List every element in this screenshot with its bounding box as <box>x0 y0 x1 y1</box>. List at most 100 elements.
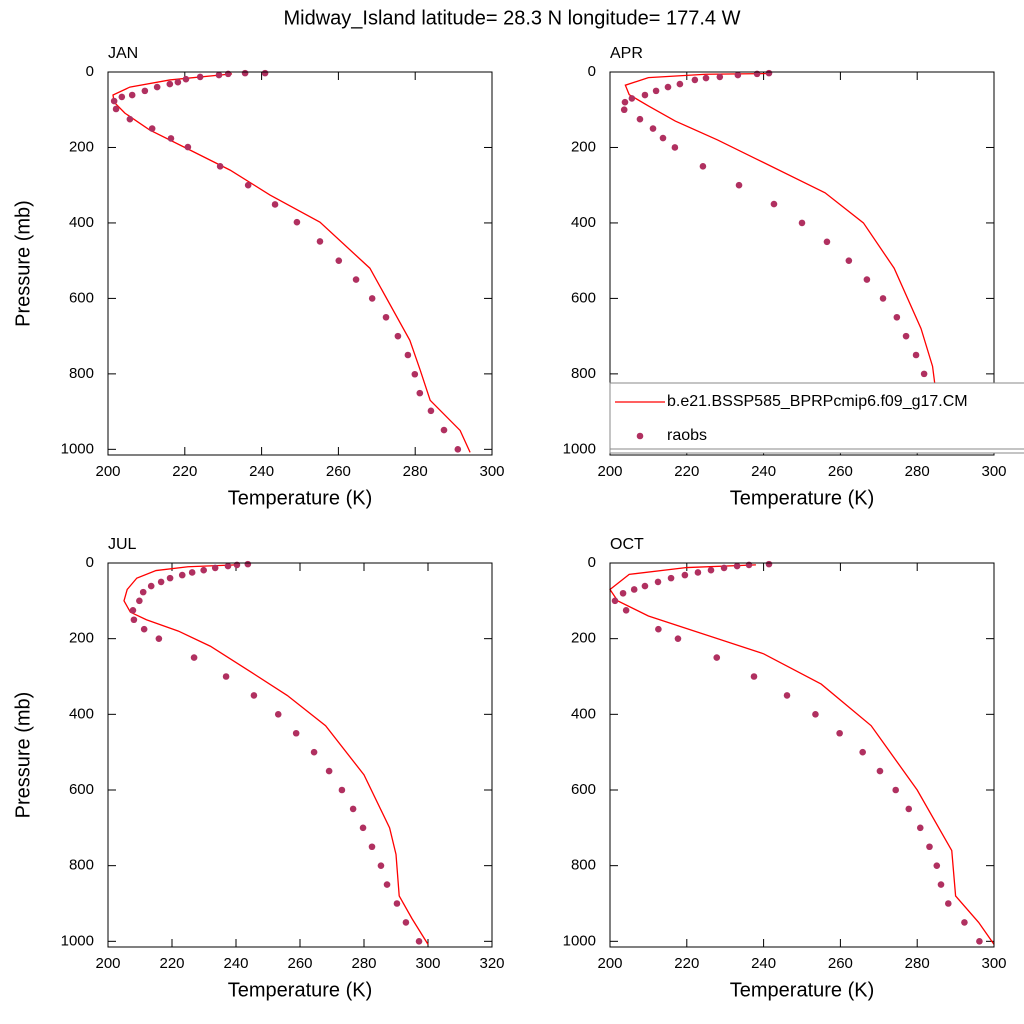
obs-point <box>129 606 137 614</box>
obs-point <box>130 616 138 624</box>
y-tick-label: 600 <box>571 289 596 306</box>
obs-point <box>765 69 773 77</box>
obs-point <box>798 219 806 227</box>
obs-point <box>681 571 689 579</box>
x-tick-label: 220 <box>674 463 699 480</box>
obs-point <box>621 98 629 106</box>
plot-frame <box>609 71 995 456</box>
obs-point <box>196 73 204 81</box>
obs-point <box>166 574 174 582</box>
y-tick-label: 400 <box>69 214 94 231</box>
y-tick-label: 800 <box>69 857 94 874</box>
x-tick-label: 300 <box>479 463 504 480</box>
obs-point <box>166 80 174 88</box>
obs-point <box>200 566 207 574</box>
obs-point <box>750 673 758 680</box>
obs-point <box>676 80 684 88</box>
obs-point <box>694 569 702 576</box>
obs-point <box>241 69 249 77</box>
obs-point <box>912 351 920 359</box>
x-tick-label: 220 <box>172 463 197 480</box>
legend-marker <box>636 432 644 440</box>
obs-point <box>905 805 913 813</box>
obs-point <box>926 843 933 851</box>
obs-point <box>141 87 149 95</box>
obs-point <box>140 625 148 633</box>
x-tick-label: 260 <box>326 463 351 480</box>
obs-point <box>733 562 741 570</box>
x-tick-label: 240 <box>249 463 274 480</box>
obs-point <box>823 238 831 246</box>
obs-point <box>292 729 300 737</box>
obs-point <box>174 78 182 86</box>
x-tick-label: 280 <box>403 463 428 480</box>
obs-point <box>383 881 391 888</box>
y-tick-label: 0 <box>86 554 94 571</box>
panel-label: JAN <box>108 45 138 62</box>
obs-point <box>892 786 899 794</box>
obs-point <box>699 163 707 170</box>
legend-label: raobs <box>667 427 707 444</box>
x-tick-label: 200 <box>95 955 120 972</box>
y-tick-label: 200 <box>69 138 94 155</box>
obs-point <box>359 824 367 832</box>
obs-point <box>216 163 224 170</box>
obs-point <box>155 635 163 642</box>
obs-point <box>316 238 324 245</box>
obs-point <box>244 181 252 189</box>
obs-point <box>859 748 866 756</box>
y-tick-label: 0 <box>86 63 94 80</box>
obs-point <box>812 711 819 718</box>
obs-point <box>916 824 924 832</box>
y-tick-label: 800 <box>571 857 596 874</box>
obs-point <box>244 560 252 568</box>
obs-point <box>863 276 871 283</box>
obs-point <box>707 566 715 574</box>
obs-point <box>636 115 644 123</box>
obs-point <box>920 370 928 378</box>
obs-point <box>271 201 279 208</box>
obs-point <box>382 313 390 321</box>
x-tick-label: 260 <box>828 463 853 480</box>
obs-point <box>716 73 724 81</box>
plot-frame <box>609 562 995 948</box>
obs-point <box>118 93 126 101</box>
obs-point <box>368 295 376 302</box>
y-tick-label: 800 <box>69 365 94 382</box>
obs-point <box>394 332 402 340</box>
x-tick-label: 240 <box>751 463 776 480</box>
obs-point <box>110 97 118 105</box>
y-axis-label: Pressure (mb) <box>12 200 34 327</box>
x-tick-label: 220 <box>674 955 699 972</box>
obs-point <box>325 767 333 775</box>
x-tick-label: 280 <box>905 463 930 480</box>
plot-frame <box>107 71 493 456</box>
obs-point <box>674 635 682 642</box>
obs-point <box>128 91 136 99</box>
obs-point <box>368 843 376 851</box>
obs-point <box>876 767 884 775</box>
x-tick-label: 300 <box>981 463 1006 480</box>
obs-point <box>157 578 165 586</box>
obs-point <box>148 125 156 132</box>
obs-point <box>184 143 192 151</box>
obs-point <box>404 351 412 359</box>
y-tick-label: 400 <box>571 214 596 231</box>
obs-point <box>126 115 134 123</box>
obs-point <box>178 571 186 579</box>
x-axis-label: Temperature (K) <box>228 979 373 1001</box>
obs-point <box>139 588 147 596</box>
obs-point <box>976 938 983 945</box>
x-tick-label: 300 <box>981 955 1006 972</box>
plot-frame <box>107 562 493 948</box>
obs-point <box>783 692 791 699</box>
obs-point <box>620 106 628 114</box>
obs-point <box>664 83 672 91</box>
obs-point <box>293 218 301 226</box>
x-tick-label: 240 <box>751 955 776 972</box>
x-tick-label: 200 <box>597 955 622 972</box>
obs-point <box>937 881 945 888</box>
obs-point <box>190 654 198 661</box>
